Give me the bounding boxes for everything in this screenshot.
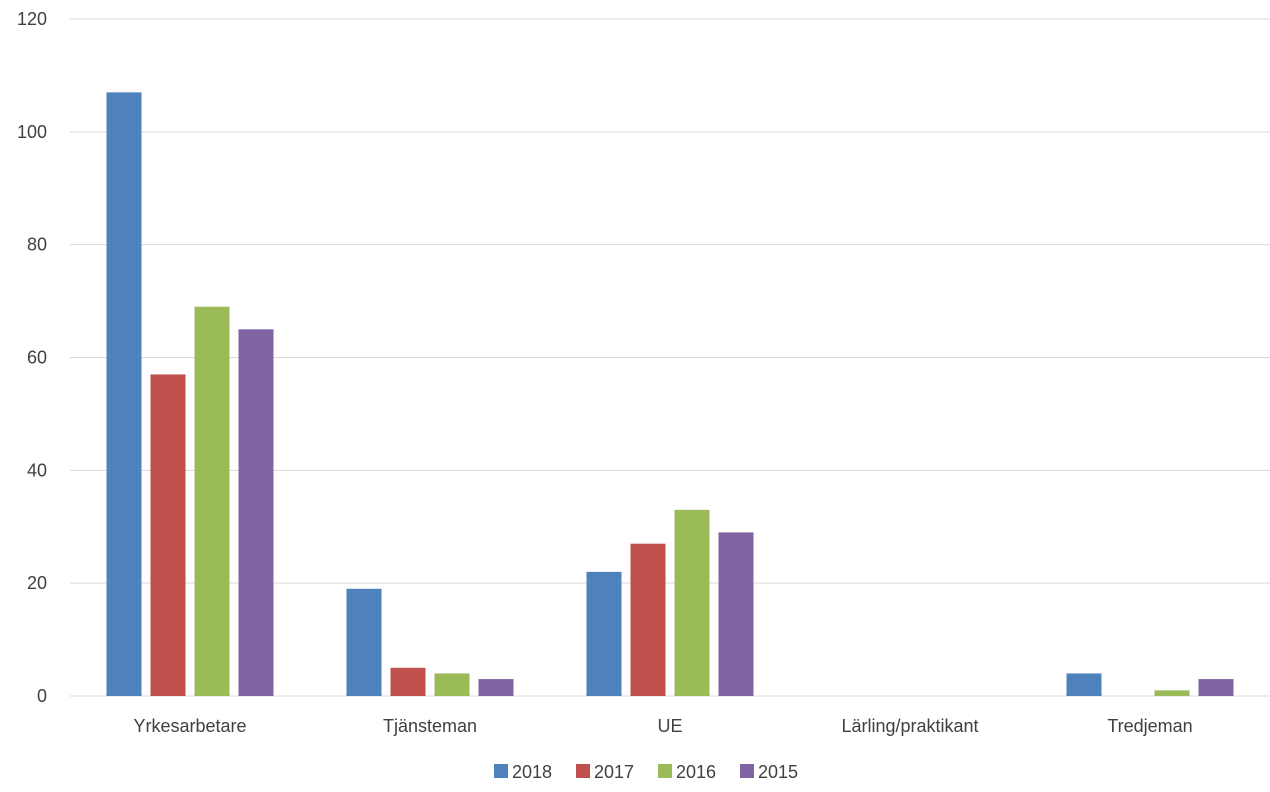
bar-2016-UE	[674, 509, 710, 696]
x-tick-label: Tredjeman	[1107, 716, 1192, 736]
bar-2018-UE	[586, 571, 622, 696]
bar-2015-Yrkesarbetare	[238, 329, 274, 696]
x-tick-label: Tjänsteman	[383, 716, 477, 736]
y-tick-label: 20	[27, 573, 47, 593]
legend-label-2017: 2017	[594, 762, 634, 782]
x-axis-tick-labels: Yrkesarbetare Tjänsteman UE Lärling/praktik…	[133, 716, 1192, 736]
bar-2015-UE	[718, 532, 754, 696]
legend-swatch-2016	[658, 764, 672, 778]
bar-2017-Tjänsteman	[390, 667, 426, 696]
y-tick-label: 120	[17, 9, 47, 29]
y-tick-label: 40	[27, 460, 47, 480]
y-tick-label: 100	[17, 122, 47, 142]
y-tick-label: 0	[37, 686, 47, 706]
x-tick-label: Yrkesarbetare	[133, 716, 246, 736]
bar-2016-Yrkesarbetare	[194, 306, 230, 696]
legend: 2018 2017 2016 2015	[494, 762, 798, 782]
legend-label-2016: 2016	[676, 762, 716, 782]
bar-2017-UE	[630, 543, 666, 696]
legend-swatch-2017	[576, 764, 590, 778]
x-tick-label: UE	[657, 716, 682, 736]
bars	[106, 92, 1234, 696]
bar-2018-Tredjeman	[1066, 673, 1102, 696]
x-tick-label: Lärling/praktikant	[841, 716, 978, 736]
bar-2018-Yrkesarbetare	[106, 92, 142, 696]
bar-2016-Tjänsteman	[434, 673, 470, 696]
bar-2015-Tredjeman	[1198, 679, 1234, 696]
legend-label-2018: 2018	[512, 762, 552, 782]
y-axis-tick-labels: 0 20 40 60 80 100 120	[17, 9, 47, 706]
bar-2016-Tredjeman	[1154, 690, 1190, 696]
bar-2017-Yrkesarbetare	[150, 374, 186, 696]
legend-swatch-2015	[740, 764, 754, 778]
legend-label-2015: 2015	[758, 762, 798, 782]
bar-2018-Tjänsteman	[346, 588, 382, 696]
bar-2015-Tjänsteman	[478, 679, 514, 696]
legend-swatch-2018	[494, 764, 508, 778]
y-tick-label: 80	[27, 235, 47, 255]
y-tick-label: 60	[27, 348, 47, 368]
